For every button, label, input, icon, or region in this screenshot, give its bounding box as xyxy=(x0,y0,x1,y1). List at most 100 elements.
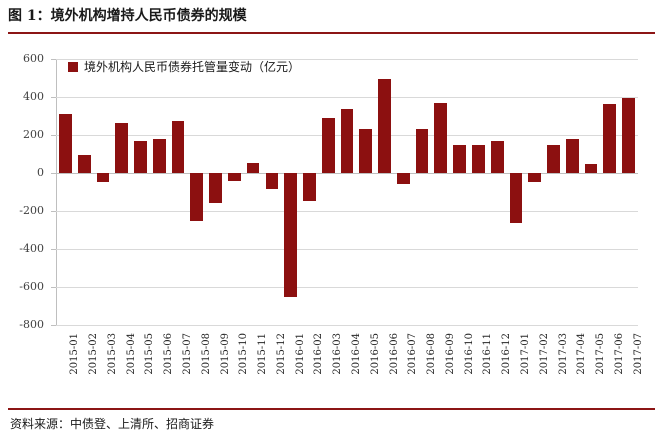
x-label-slot: 2016-11 xyxy=(469,331,493,403)
bar xyxy=(59,114,72,173)
bar-slot xyxy=(563,59,582,325)
bar xyxy=(528,173,542,182)
bar-slot xyxy=(619,59,638,325)
bar xyxy=(359,129,373,173)
x-label-slot: 2016-01 xyxy=(281,331,306,403)
y-tick-mark--600 xyxy=(51,287,56,288)
bar-slot xyxy=(431,59,450,325)
y-tick-mark--400 xyxy=(51,249,56,250)
bar xyxy=(96,173,110,182)
bar-slot xyxy=(394,59,413,325)
bar xyxy=(209,173,222,204)
x-label-slot: 2016-06 xyxy=(375,331,400,403)
x-label-slot: 2015-03 xyxy=(94,331,118,403)
bar xyxy=(265,173,279,190)
x-label-slot: 2015-05 xyxy=(131,331,155,403)
x-label-slot: 2016-12 xyxy=(488,331,512,403)
y-tick-mark--800 xyxy=(51,325,56,326)
bar-slot xyxy=(413,59,432,325)
y-tick-mark-0 xyxy=(51,173,56,174)
source-note: 资料来源：中债登、上清所、招商证券 xyxy=(10,417,215,431)
bar-slot xyxy=(187,59,206,325)
bar xyxy=(453,144,466,173)
bar-slot xyxy=(206,59,225,325)
y-tick-mark-600 xyxy=(51,59,56,60)
x-label-slot: 2015-12 xyxy=(263,331,287,403)
bar xyxy=(472,145,485,173)
bar xyxy=(584,164,598,173)
bar xyxy=(152,138,166,173)
x-tick-label: 2017-07 xyxy=(632,333,644,375)
chart-legend: 境外机构人民币债券托管量变动（亿元） xyxy=(68,58,300,75)
x-label-slot: 2016-09 xyxy=(431,331,456,403)
x-label-slot: 2015-07 xyxy=(169,331,193,403)
bar xyxy=(227,173,241,181)
x-label-slot: 2017-05 xyxy=(582,331,606,403)
bar xyxy=(134,140,147,173)
bar xyxy=(284,173,298,297)
x-label-slot: 2015-02 xyxy=(75,331,99,403)
y-tick-label: 600 xyxy=(23,52,44,65)
x-label-slot: 2017-04 xyxy=(563,331,587,403)
bar-slot xyxy=(300,59,319,325)
x-label-slot: 2015-11 xyxy=(244,331,268,403)
bar xyxy=(547,144,560,173)
bar xyxy=(303,173,316,201)
y-tick-label: -800 xyxy=(19,318,44,331)
bar xyxy=(490,140,504,173)
bar xyxy=(434,102,448,173)
bar-slot xyxy=(338,59,357,325)
x-label-slot: 2015-08 xyxy=(187,331,212,403)
bar xyxy=(603,103,617,173)
x-label-slot: 2015-10 xyxy=(225,331,249,403)
x-label-slot: 2015-01 xyxy=(56,331,80,403)
y-tick-label: -200 xyxy=(19,204,44,217)
bar-slot xyxy=(600,59,619,325)
bar-slot xyxy=(225,59,244,325)
bar xyxy=(246,162,260,173)
bar-series xyxy=(56,59,638,325)
x-label-slot: 2016-05 xyxy=(356,331,381,403)
bar-slot xyxy=(94,59,113,325)
bar-slot xyxy=(488,59,507,325)
bar xyxy=(340,109,354,173)
bar-slot xyxy=(112,59,131,325)
bar xyxy=(378,78,391,173)
bar-slot xyxy=(75,59,94,325)
y-tick-mark-400 xyxy=(51,97,56,98)
gridline--400 xyxy=(56,249,638,250)
bar-slot xyxy=(263,59,282,325)
bar xyxy=(622,97,635,173)
x-label-slot: 2015-06 xyxy=(150,331,174,403)
bar-slot xyxy=(450,59,469,325)
bar xyxy=(171,120,185,173)
y-tick-label: 0 xyxy=(37,166,44,179)
figure-title-block: 图 1：境外机构增持人民币债券的规模 xyxy=(8,6,655,34)
bar xyxy=(565,138,579,173)
y-tick-mark--200 xyxy=(51,211,56,212)
bar xyxy=(115,122,129,173)
bar xyxy=(321,117,335,173)
bar-slot xyxy=(375,59,394,325)
bar xyxy=(509,173,523,224)
gridline-0 xyxy=(56,173,638,174)
x-label-slot: 2017-07 xyxy=(619,331,644,403)
chart-container: 600 400 200 0 -200 -400 -600 -800 境外机构人民币债券托管量变… xyxy=(0,36,663,404)
x-label-slot: 2017-06 xyxy=(600,331,625,403)
gridline-600 xyxy=(56,59,638,60)
x-axis-labels: 2015-01 2015-02 2015-03 2015-04 2015-05 2015-… xyxy=(56,331,644,403)
bar-slot xyxy=(469,59,488,325)
x-label-slot: 2016-04 xyxy=(338,331,362,403)
x-label-slot: 2017-02 xyxy=(525,331,550,403)
x-label-slot: 2017-01 xyxy=(507,331,531,403)
y-tick-label: -600 xyxy=(19,280,44,293)
bar-slot xyxy=(244,59,263,325)
x-label-slot: 2016-08 xyxy=(413,331,437,403)
bar-slot xyxy=(169,59,188,325)
x-label-slot: 2015-09 xyxy=(206,331,231,403)
bar-slot xyxy=(319,59,338,325)
bar-slot xyxy=(507,59,526,325)
y-axis-line xyxy=(56,59,57,325)
bar xyxy=(415,129,429,173)
bar-slot xyxy=(281,59,300,325)
